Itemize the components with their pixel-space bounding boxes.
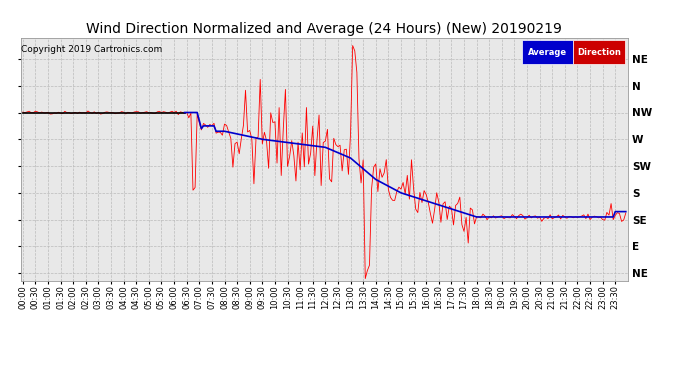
Text: Average: Average bbox=[528, 48, 567, 57]
Bar bbox=[573, 40, 625, 64]
Text: Copyright 2019 Cartronics.com: Copyright 2019 Cartronics.com bbox=[21, 45, 163, 54]
Text: Direction: Direction bbox=[577, 48, 621, 57]
Bar bbox=[522, 40, 573, 64]
Title: Wind Direction Normalized and Average (24 Hours) (New) 20190219: Wind Direction Normalized and Average (2… bbox=[86, 22, 562, 36]
